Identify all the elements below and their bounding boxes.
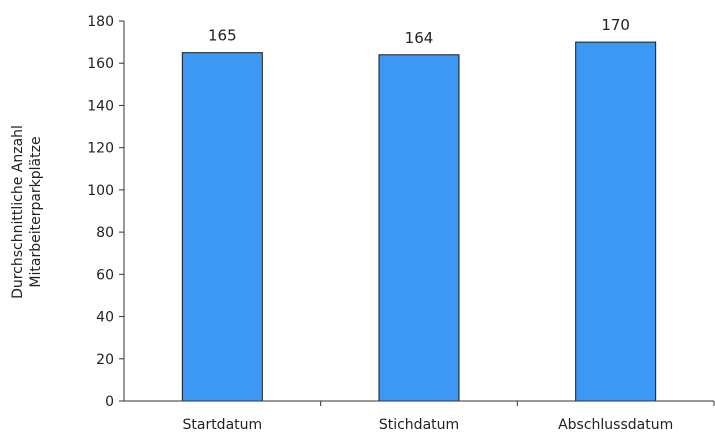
- x-category-label: Startdatum: [182, 417, 262, 433]
- y-tick-label: 100: [87, 183, 114, 199]
- y-tick-label: 80: [96, 225, 114, 241]
- y-axis-title-line-1: Durchschnittliche Anzahl: [10, 125, 26, 299]
- bar: [181, 52, 263, 402]
- y-tick-label: 140: [87, 98, 114, 114]
- y-axis-title-line-2: Mitarbeiterparkplätze: [28, 136, 44, 287]
- y-axis-ticks: 0 20 40 60 80 100 120 140 160 180: [87, 14, 124, 410]
- y-tick-label: 60: [96, 267, 114, 283]
- data-labels: 165 164 170: [208, 16, 630, 47]
- bars: [181, 41, 657, 402]
- x-category-label: Stichdatum: [379, 417, 459, 433]
- y-axis-title: Durchschnittliche Anzahl Mitarbeiterpark…: [10, 125, 44, 299]
- x-category-label: Abschlussdatum: [558, 417, 673, 433]
- y-tick-label: 120: [87, 141, 114, 157]
- bar: [575, 41, 657, 402]
- data-label: 170: [601, 16, 630, 34]
- y-tick-label: 0: [105, 394, 114, 410]
- y-tick-label: 40: [96, 310, 114, 326]
- y-tick-label: 20: [96, 352, 114, 368]
- bar: [378, 54, 460, 402]
- data-label: 164: [405, 29, 434, 47]
- data-label: 165: [208, 27, 237, 45]
- y-tick-label: 180: [87, 14, 114, 30]
- y-tick-label: 160: [87, 56, 114, 72]
- x-axis-categories: Startdatum Stichdatum Abschlussdatum: [182, 401, 715, 433]
